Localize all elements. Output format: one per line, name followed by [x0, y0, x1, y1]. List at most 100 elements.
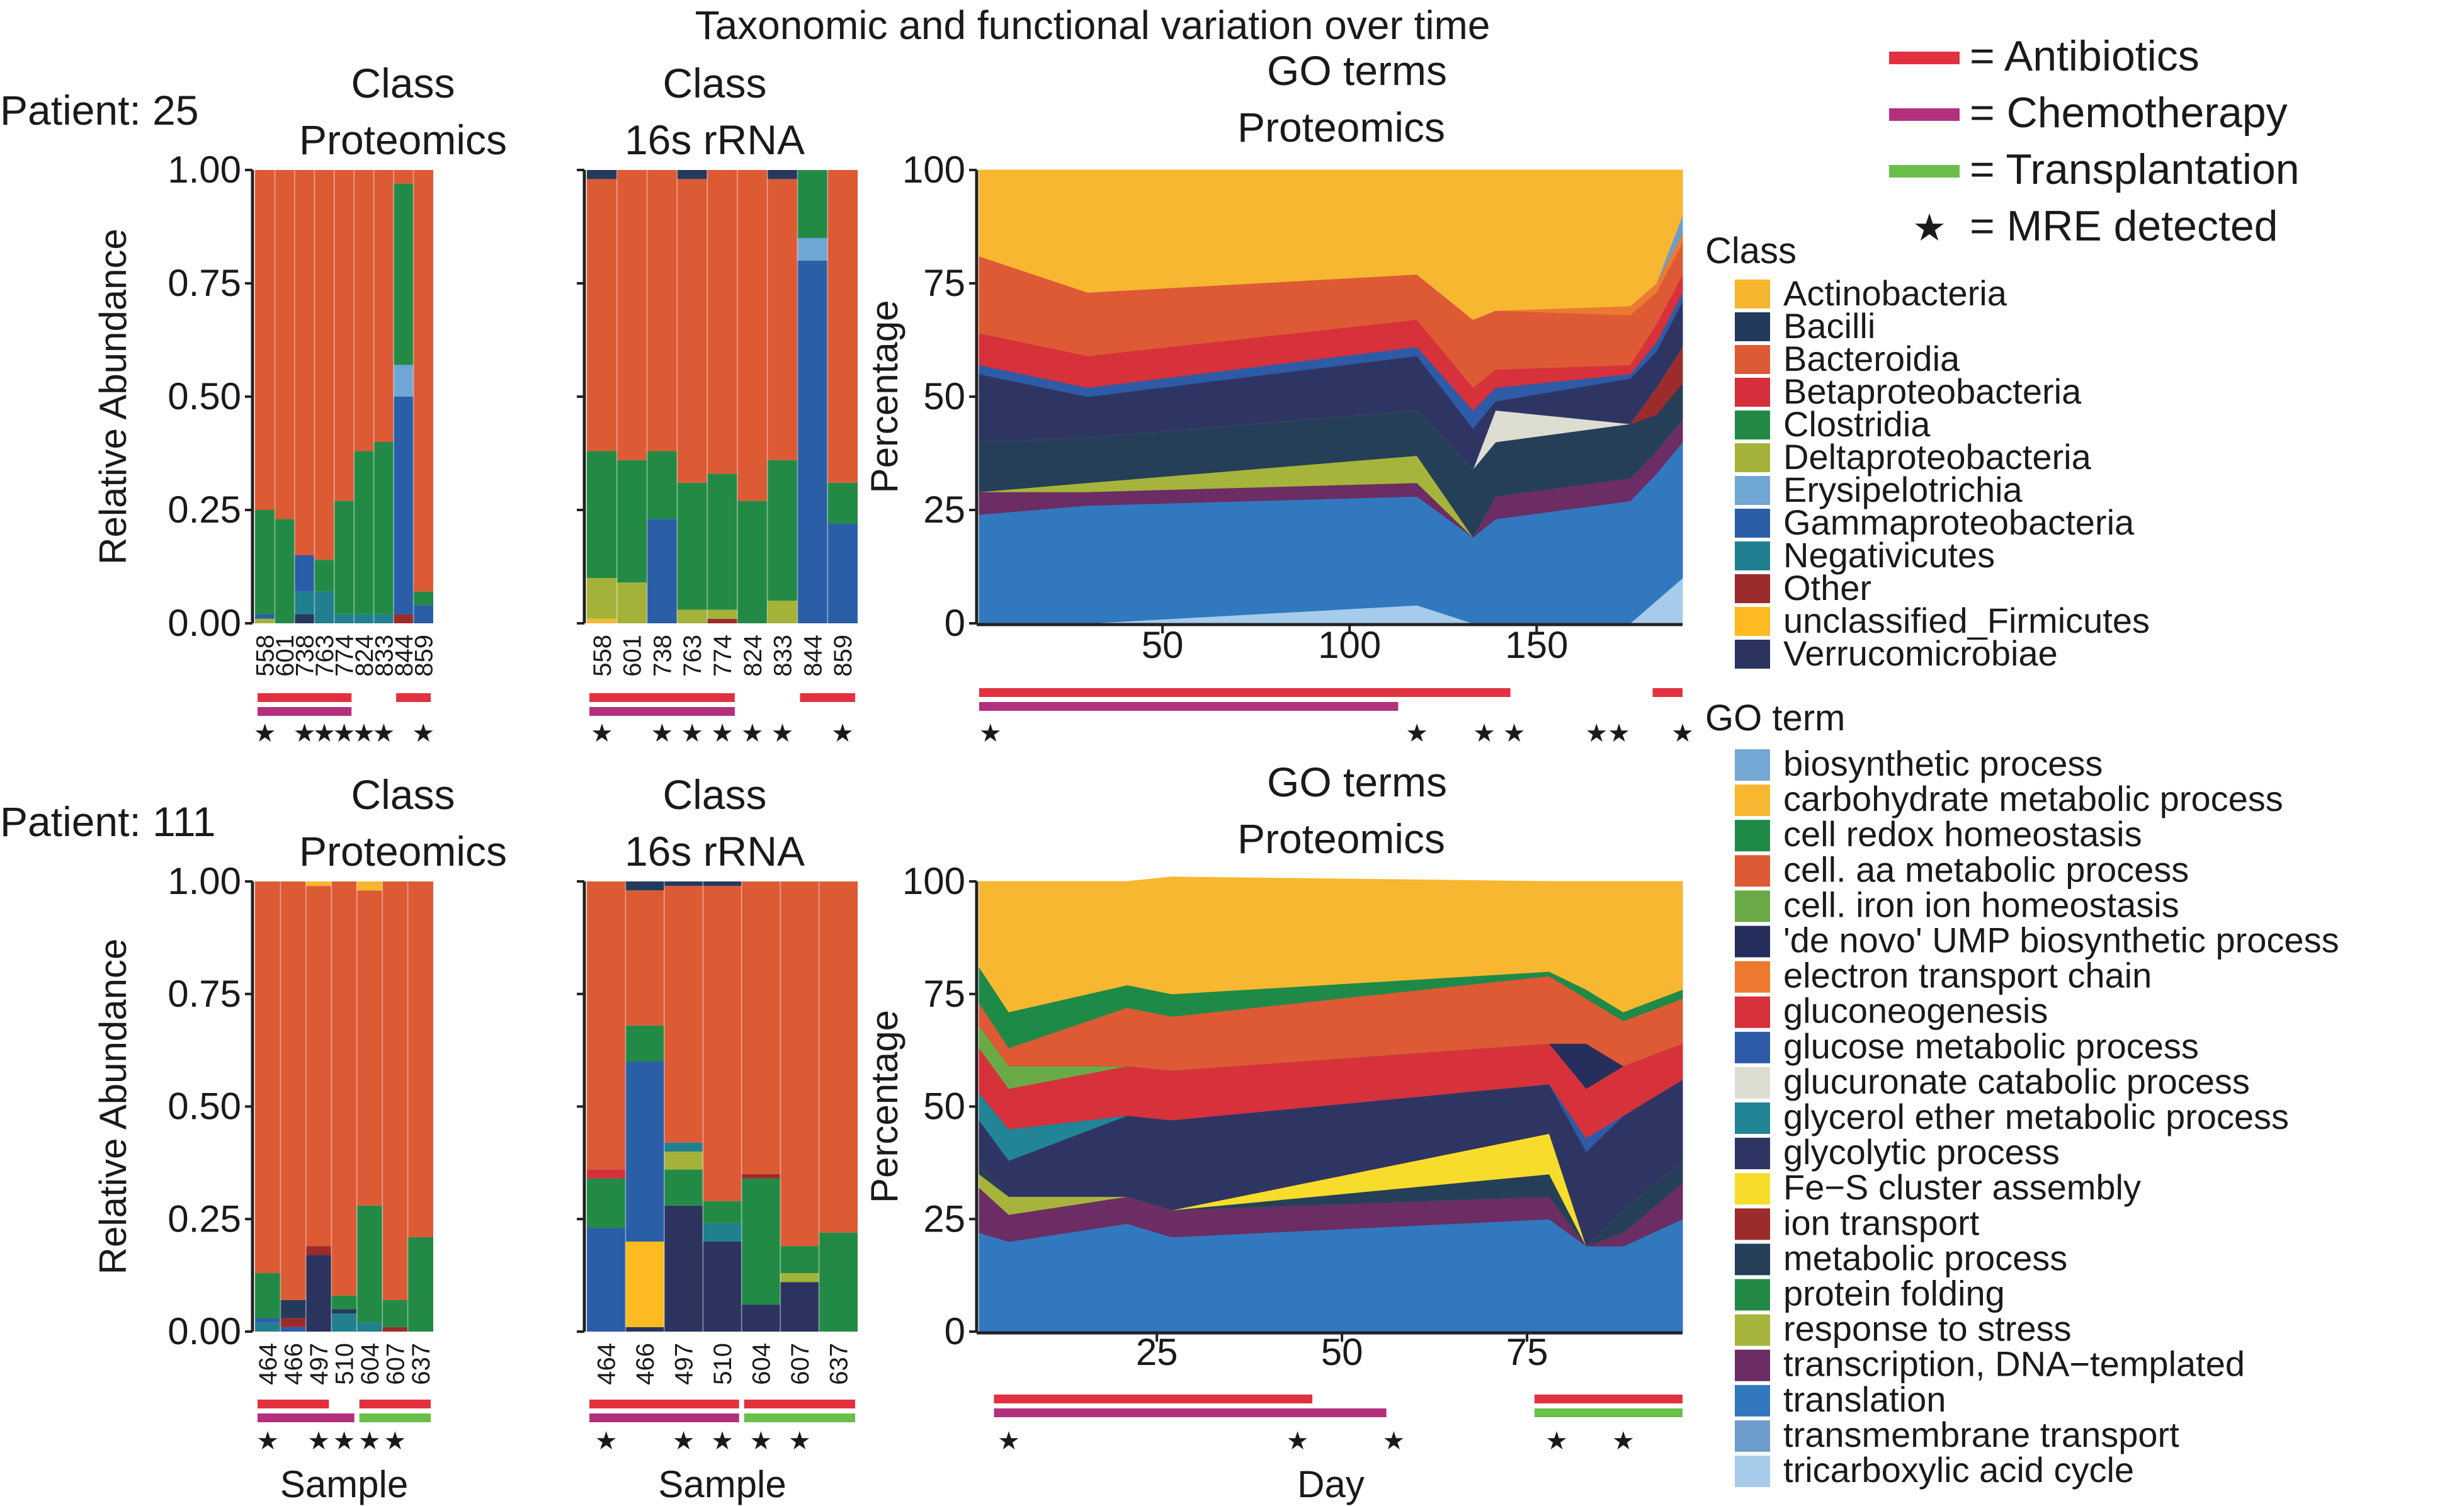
x-tick-label: 150 — [1505, 624, 1568, 666]
bar-segment-bacteroidia — [827, 170, 858, 483]
bar-segment-bacteroidia — [616, 170, 647, 460]
legend-swatch — [1735, 996, 1770, 1028]
legend-entry: glycerol ether metabolic process — [1783, 1097, 2289, 1136]
bar-segment-bacteroidia — [587, 881, 626, 1170]
bar-segment-bacteroidia — [819, 881, 858, 1233]
sample-label: 607 — [786, 1343, 814, 1385]
y-tick-label: 0.75 — [167, 262, 241, 304]
legend-swatch — [1735, 345, 1770, 374]
bar-segment-clostridia — [331, 1295, 357, 1310]
y-axis-label: Percentage — [863, 1010, 906, 1203]
bar-panel-proteomics: Class Proteomics 0.00 0.25 0.50 0.75 1.00 Relat… — [92, 60, 507, 747]
legend-class: ClassActinobacteriaBacilliBacteroidiaBet… — [1705, 230, 2150, 673]
bar-segment-deltaproteobacteria — [767, 601, 798, 623]
legend-swatch — [1735, 1173, 1770, 1205]
bar-segment-bacteroidia — [647, 170, 678, 451]
bar-segment-bacteroidia — [331, 881, 357, 1296]
key-chemotherapy-label: = Chemotherapy — [1970, 89, 2288, 137]
mre-star-icon: ★ — [1286, 1427, 1309, 1455]
mre-star-icon: ★ — [979, 720, 1002, 747]
bar-segment-clostridia — [356, 1205, 383, 1323]
key-antibiotics-label: = Antibiotics — [1970, 32, 2200, 80]
legend-entry: unclassified_Firmicutes — [1783, 601, 2150, 640]
bar-segment-bacteroidia — [587, 179, 617, 451]
bar-segment-bacteroidia — [255, 881, 281, 1274]
bar-panel-16s: Class 16s rRNA 558 601 738 763 774 824 833 844 859… — [577, 60, 858, 747]
mre-star-icon: ★ — [681, 720, 703, 747]
bar-segment-clostridia — [354, 451, 374, 614]
bar-segment-bacteroidia — [737, 170, 768, 501]
y-tick-label: 0.00 — [167, 602, 241, 644]
panel-title-line2: Proteomics — [299, 116, 507, 163]
key-transplantation-label: = Transplantation — [1970, 145, 2300, 193]
bar-segment-verrucomicrobiae — [625, 1327, 664, 1332]
legend-swatch — [1735, 574, 1770, 603]
bar-segment-bacteroidia — [280, 881, 306, 1300]
bar-segment-clostridia — [255, 510, 275, 614]
bar-segment-negativicutes — [331, 1313, 357, 1332]
mre-star-icon: ★ — [1671, 720, 1694, 747]
sample-label: 824 — [351, 635, 378, 677]
bar-segment-bacteroidia — [275, 170, 295, 519]
bar-segment-bacteroidia — [255, 170, 275, 510]
x-axis-label: Sample — [280, 1463, 408, 1505]
patient-1-row: Patient: 25 Class Proteomics 0.00 0.25 0.50 0.… — [0, 47, 1694, 747]
panel-title-line1: GO terms — [1267, 47, 1447, 94]
legend-swatch — [1735, 749, 1770, 781]
legend-entry: Clostridia — [1783, 404, 1931, 444]
bar-segment-gammaproteobacteria — [625, 1062, 664, 1242]
x-tick-label: 100 — [1318, 624, 1381, 666]
legend-entry: Erysipelotrichia — [1783, 470, 2023, 509]
bar-segment-gammaproteobacteria — [797, 261, 828, 623]
mre-star-icon: ★ — [771, 720, 794, 747]
mre-star-icon: ★ — [749, 1427, 772, 1455]
bar-segment-other — [305, 1246, 332, 1255]
legend-swatch — [1735, 1031, 1770, 1063]
legend-swatch — [1735, 312, 1770, 341]
mre-star-icon: ★ — [711, 1427, 734, 1455]
mre-star-icon: ★ — [741, 720, 764, 747]
patient-2-row: Patient: 111 Class Proteomics 0.00 0.25 0.50 0… — [0, 759, 1683, 1505]
legend-entry: gluconeogenesis — [1783, 991, 2048, 1031]
panel-title-line2: 16s rRNA — [625, 828, 805, 875]
y-axis-label: Relative Abundance — [92, 939, 134, 1275]
y-tick-label: 0.25 — [167, 1197, 241, 1240]
bar-segment-gammaproteobacteria — [394, 397, 414, 614]
sample-label: 763 — [679, 635, 707, 677]
legend-swatch — [1735, 476, 1770, 505]
legend-entry: cell redox homeostasis — [1783, 814, 2142, 854]
sample-label: 604 — [356, 1343, 384, 1385]
legend-entry: transcription, DNA−templated — [1783, 1344, 2245, 1384]
bar-segment-bacteroidia — [780, 881, 819, 1247]
sample-label: 844 — [799, 635, 827, 677]
bar-segment-clostridia — [767, 460, 798, 601]
bar-segment-negativicutes — [314, 591, 334, 623]
bar-segment-actinobacteria — [305, 881, 332, 886]
y-tick-label: 50 — [923, 1085, 965, 1128]
bar-segment-clostridia — [625, 1025, 664, 1062]
bar-segment-bacteroidia — [664, 886, 703, 1143]
panel-title-line1: GO terms — [1267, 759, 1447, 805]
mre-star-icon: ★ — [1473, 720, 1496, 747]
bar-segment-other — [280, 1318, 306, 1327]
bar-segment-gammaproteobacteria — [647, 519, 678, 623]
sample-label: 824 — [739, 635, 767, 677]
x-tick-label: 75 — [1506, 1331, 1548, 1373]
y-tick-label: 1.00 — [167, 149, 241, 191]
legend-entry: cell. iron ion homeostasis — [1783, 885, 2179, 924]
bar-segment-negativicutes — [356, 1322, 383, 1332]
bar-segment-bacilli — [587, 170, 617, 179]
legend-swatch — [1735, 784, 1770, 817]
legend-swatch — [1735, 541, 1770, 570]
bar-segment-bacteroidia — [413, 170, 433, 592]
sample-label: 510 — [331, 1343, 359, 1385]
legend-entry: metabolic process — [1783, 1238, 2067, 1277]
bar-segment-bacilli — [625, 881, 664, 891]
sample-label: 558 — [252, 635, 280, 677]
legend-swatch — [1735, 1420, 1770, 1452]
sample-label: 738 — [649, 635, 676, 677]
bar-panel-proteomics: Class Proteomics 0.00 0.25 0.50 0.75 1.00 Relat… — [92, 771, 507, 1505]
mre-star-icon: ★ — [1503, 720, 1526, 747]
mre-star-icon: ★ — [353, 720, 375, 747]
legend-swatch — [1735, 1349, 1770, 1381]
